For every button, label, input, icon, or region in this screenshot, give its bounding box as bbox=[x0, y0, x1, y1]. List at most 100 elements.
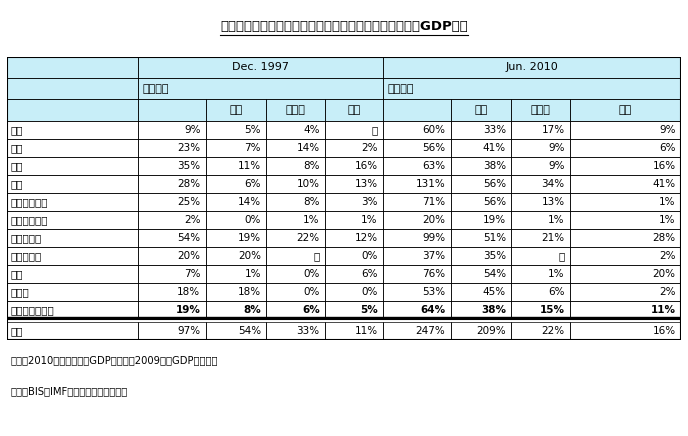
Bar bbox=[570, 193, 681, 211]
Bar bbox=[451, 157, 511, 175]
Bar bbox=[451, 175, 511, 193]
Text: 日本: 日本 bbox=[11, 326, 23, 336]
Bar bbox=[383, 193, 451, 211]
Bar bbox=[266, 121, 325, 139]
Bar bbox=[7, 193, 138, 211]
Bar bbox=[451, 301, 511, 320]
Text: 0%: 0% bbox=[303, 269, 320, 279]
Bar bbox=[511, 229, 570, 247]
Bar bbox=[451, 322, 511, 340]
Bar bbox=[138, 157, 206, 175]
Bar bbox=[206, 322, 266, 340]
Bar bbox=[383, 283, 451, 301]
Bar bbox=[451, 229, 511, 247]
Text: －: － bbox=[372, 125, 378, 135]
Bar bbox=[266, 265, 325, 283]
Bar bbox=[383, 78, 681, 99]
Text: 18%: 18% bbox=[238, 287, 261, 297]
Bar bbox=[7, 265, 138, 283]
Bar bbox=[206, 193, 266, 211]
Bar bbox=[138, 322, 206, 340]
Bar bbox=[451, 157, 511, 175]
Bar bbox=[206, 139, 266, 157]
Text: 76%: 76% bbox=[422, 269, 445, 279]
Text: 20%: 20% bbox=[238, 251, 261, 261]
Bar bbox=[570, 247, 681, 265]
Bar bbox=[7, 99, 138, 121]
Bar bbox=[570, 322, 681, 340]
Text: 注１：2010年６月時点のGDP比率は、2009年のGDPを使用。: 注１：2010年６月時点のGDP比率は、2009年のGDPを使用。 bbox=[10, 355, 218, 365]
Bar bbox=[451, 193, 511, 211]
Bar bbox=[451, 265, 511, 283]
Bar bbox=[451, 99, 511, 121]
Bar bbox=[511, 193, 570, 211]
Bar bbox=[451, 193, 511, 211]
Text: 15%: 15% bbox=[539, 306, 564, 316]
Bar bbox=[266, 193, 325, 211]
Text: 8%: 8% bbox=[244, 306, 261, 316]
Bar bbox=[451, 175, 511, 193]
Text: 台湾: 台湾 bbox=[11, 161, 23, 171]
Bar bbox=[206, 175, 266, 193]
Bar bbox=[138, 78, 383, 99]
Bar bbox=[383, 139, 451, 157]
Bar bbox=[7, 322, 138, 340]
Bar bbox=[325, 229, 383, 247]
Text: 17%: 17% bbox=[541, 125, 564, 135]
Text: 金融債: 金融債 bbox=[286, 105, 305, 115]
Text: 97%: 97% bbox=[178, 326, 200, 336]
Bar bbox=[570, 211, 681, 229]
Bar bbox=[325, 211, 383, 229]
Text: 2%: 2% bbox=[361, 143, 378, 153]
Bar bbox=[138, 57, 383, 78]
Bar bbox=[266, 211, 325, 229]
Bar bbox=[511, 229, 570, 247]
Bar bbox=[138, 229, 206, 247]
Bar bbox=[7, 211, 138, 229]
Text: 9%: 9% bbox=[659, 125, 676, 135]
Bar bbox=[383, 229, 451, 247]
Bar bbox=[570, 301, 681, 320]
Bar bbox=[511, 265, 570, 283]
Text: －: － bbox=[314, 251, 320, 261]
Text: 11%: 11% bbox=[238, 161, 261, 171]
Bar bbox=[570, 247, 681, 265]
Text: 12%: 12% bbox=[354, 233, 378, 243]
Bar bbox=[325, 301, 383, 320]
Text: 56%: 56% bbox=[422, 143, 445, 153]
Text: シンガポール: シンガポール bbox=[11, 197, 48, 207]
Bar bbox=[138, 211, 206, 229]
Bar bbox=[570, 175, 681, 193]
Bar bbox=[7, 322, 138, 340]
Bar bbox=[138, 57, 383, 78]
Text: 債券合計: 債券合計 bbox=[142, 84, 169, 94]
Bar bbox=[138, 139, 206, 157]
Bar bbox=[511, 322, 570, 340]
Bar bbox=[325, 283, 383, 301]
Text: 16%: 16% bbox=[653, 161, 676, 171]
Bar bbox=[7, 193, 138, 211]
Text: 23%: 23% bbox=[178, 143, 200, 153]
Text: 14%: 14% bbox=[297, 143, 320, 153]
Bar bbox=[451, 121, 511, 139]
Bar bbox=[383, 229, 451, 247]
Bar bbox=[138, 229, 206, 247]
Text: 209%: 209% bbox=[476, 326, 506, 336]
Bar bbox=[138, 175, 206, 193]
Bar bbox=[206, 265, 266, 283]
Bar bbox=[325, 193, 383, 211]
Bar bbox=[138, 78, 383, 99]
Text: 1%: 1% bbox=[659, 197, 676, 207]
Bar bbox=[570, 322, 681, 340]
Text: 11%: 11% bbox=[354, 326, 378, 336]
Bar bbox=[7, 57, 138, 78]
Bar bbox=[325, 301, 383, 320]
Bar bbox=[266, 301, 325, 320]
Bar bbox=[570, 157, 681, 175]
Bar bbox=[266, 139, 325, 157]
Bar bbox=[138, 247, 206, 265]
Text: 6%: 6% bbox=[361, 269, 378, 279]
Text: 9%: 9% bbox=[548, 161, 564, 171]
Text: 8%: 8% bbox=[303, 197, 320, 207]
Bar bbox=[511, 193, 570, 211]
